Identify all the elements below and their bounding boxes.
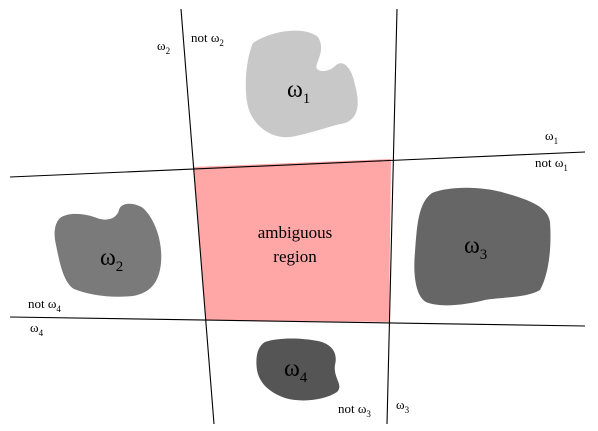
omega3-label: ω3 — [464, 233, 487, 263]
omega3-blob — [414, 187, 551, 306]
boundary-line-3 — [386, 8, 398, 425]
ambiguous-label-line1: ambiguous — [258, 223, 333, 242]
omega4-blob — [256, 338, 340, 401]
boundary-line-4 — [9, 316, 586, 327]
omega4-label: ω4 — [284, 356, 308, 386]
boundary-4-pos-label: not ω4 — [28, 296, 61, 314]
ambiguous-region — [193, 159, 391, 322]
boundary-3-pos-label: ω3 — [396, 397, 410, 415]
omega2-label: ω2 — [100, 245, 123, 275]
boundary-line-2 — [180, 8, 215, 425]
boundary-line-1 — [9, 151, 586, 178]
boundary-1-pos-label: ω1 — [545, 128, 558, 146]
ambiguous-label-line2: region — [273, 247, 317, 266]
boundary-2-neg-label: not ω2 — [191, 30, 224, 48]
omega2-blob — [54, 203, 162, 297]
omega1-blob — [245, 30, 358, 138]
omega1-label: ω1 — [287, 77, 310, 107]
boundary-2-pos-label: ω2 — [157, 38, 170, 56]
boundary-1-neg-label: not ω1 — [535, 155, 568, 173]
boundary-3-neg-label: not ω3 — [338, 401, 371, 419]
boundary-4-neg-label: ω4 — [30, 320, 44, 338]
